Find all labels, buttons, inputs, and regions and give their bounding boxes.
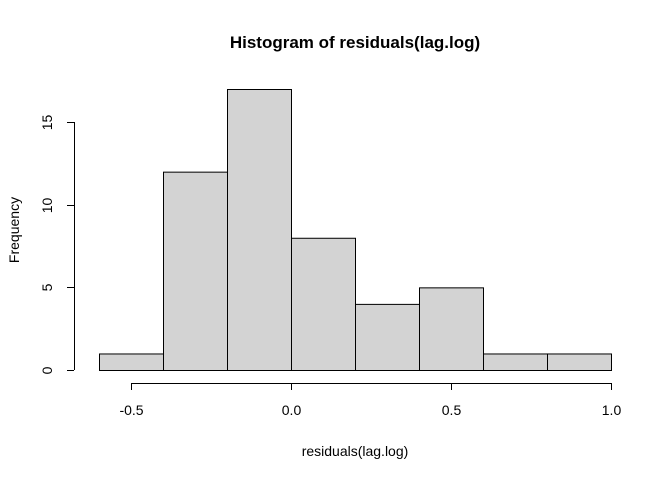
- histogram-bar-3: [227, 89, 292, 371]
- histogram-bar-7: [483, 353, 548, 371]
- x-axis-label: residuals(lag.log): [302, 443, 409, 459]
- histogram-bar-1: [99, 353, 164, 371]
- x-tick-label-3: 0.5: [442, 402, 462, 418]
- histogram-bar-4: [291, 237, 356, 371]
- bars-group: [99, 89, 612, 371]
- histogram-bar-8: [547, 353, 612, 371]
- x-tick-label-1: -0.5: [119, 402, 143, 418]
- y-axis: 0 5 10 15: [39, 115, 75, 374]
- y-tick-label-3: 10: [39, 198, 55, 214]
- x-axis: -0.5 0.0 0.5 1.0: [119, 383, 621, 418]
- x-tick-label-4: 1.0: [602, 402, 622, 418]
- chart-title: Histogram of residuals(lag.log): [230, 33, 480, 52]
- histogram-bar-5: [355, 303, 420, 371]
- y-tick-label-4: 15: [39, 115, 55, 131]
- histogram-bar-2: [163, 171, 228, 371]
- y-tick-label-2: 5: [39, 283, 55, 291]
- y-tick-label-1: 0: [39, 366, 55, 374]
- x-tick-label-2: 0.0: [282, 402, 302, 418]
- histogram-bar-6: [419, 287, 484, 371]
- y-axis-label: Frequency: [6, 197, 22, 263]
